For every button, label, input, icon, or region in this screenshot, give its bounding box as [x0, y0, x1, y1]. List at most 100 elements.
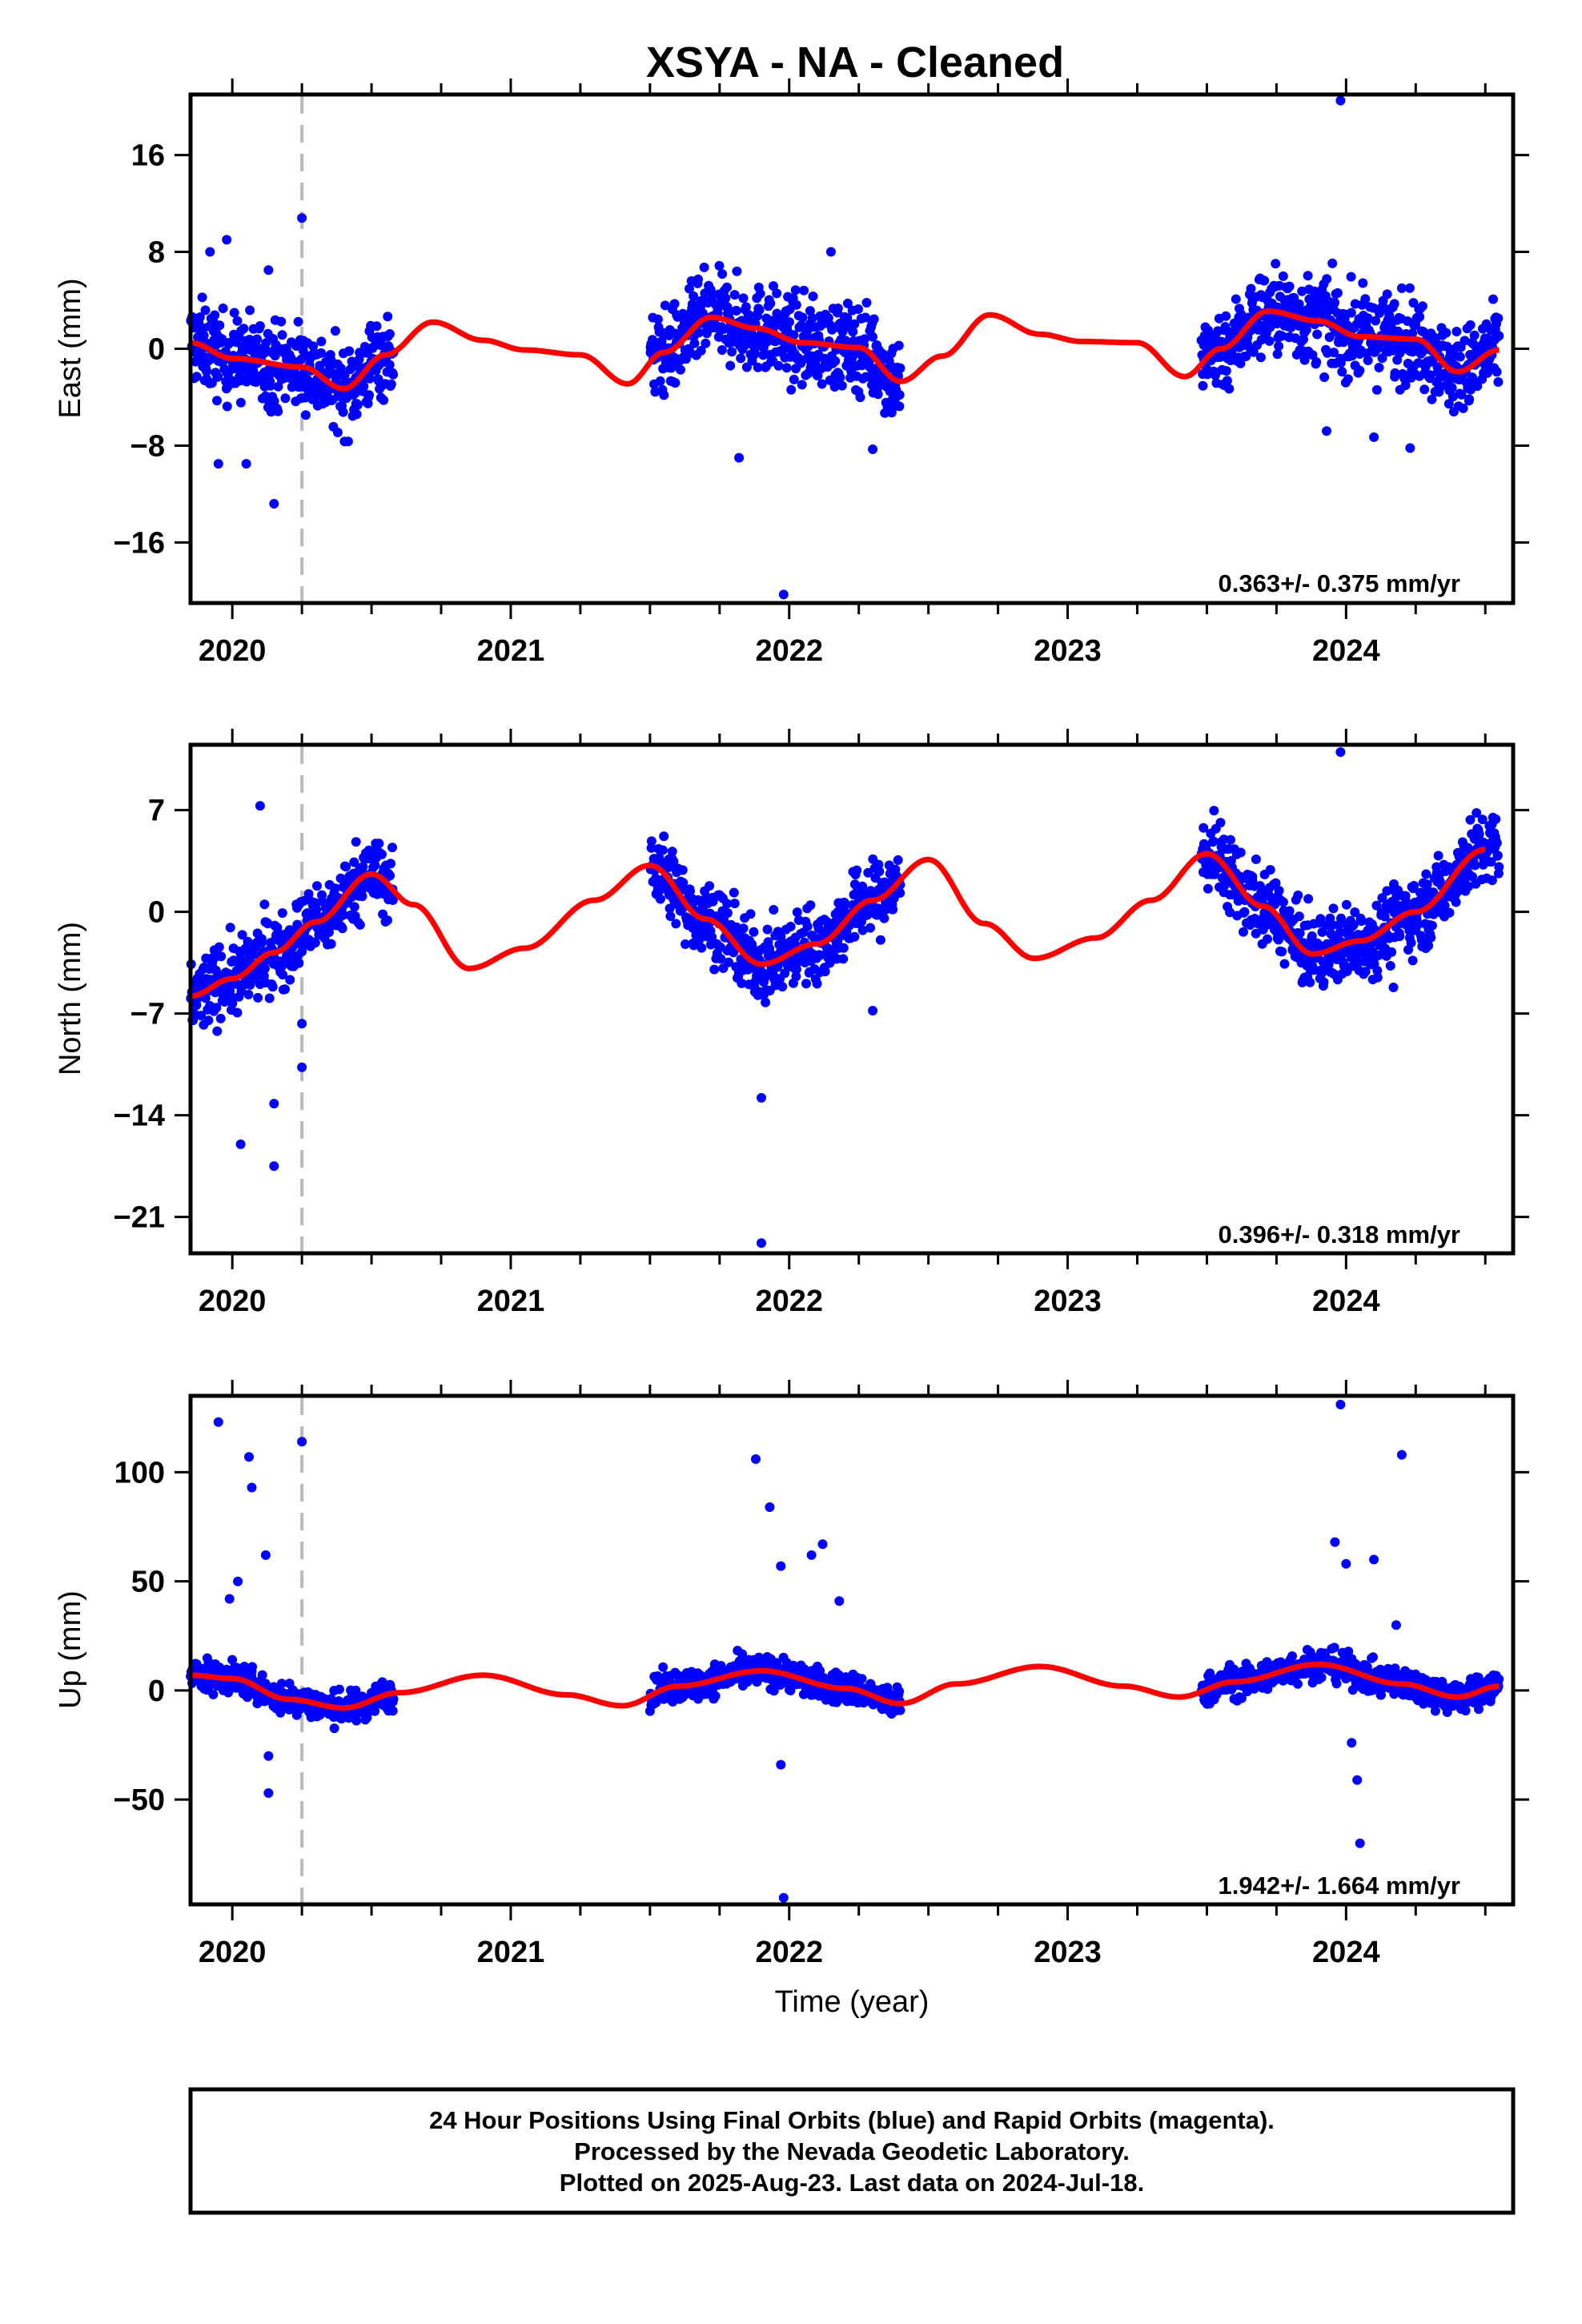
observation-point — [200, 305, 211, 316]
x-tick-label: 2023 — [1034, 1936, 1102, 1969]
observation-point — [1443, 399, 1454, 409]
observation-point — [211, 1003, 222, 1013]
observation-point — [264, 993, 275, 1003]
observation-point — [285, 975, 295, 985]
observation-point — [791, 300, 801, 310]
observation-point — [805, 900, 816, 911]
observation-point — [1331, 1679, 1342, 1689]
observation-point — [747, 943, 757, 953]
observation-point — [1385, 961, 1395, 971]
observation-point — [212, 1026, 223, 1036]
observation-point — [1482, 368, 1492, 378]
observation-point — [1299, 355, 1310, 365]
x-tick-label: 2022 — [755, 1936, 823, 1969]
up-axis-label: Up (mm) — [54, 1590, 87, 1709]
observation-point — [685, 886, 695, 896]
observation-point — [349, 902, 359, 912]
outlier-point — [868, 444, 878, 454]
y-tick-label: −16 — [114, 526, 165, 560]
y-tick-label: 100 — [114, 1456, 165, 1490]
observation-point — [1387, 947, 1397, 957]
outlier-point — [776, 1759, 786, 1770]
observation-point — [1221, 366, 1231, 376]
x-tick-label: 2020 — [199, 1285, 267, 1318]
y-tick-label: 0 — [148, 1675, 165, 1708]
outlier-point — [817, 1539, 828, 1550]
observation-point — [840, 900, 850, 910]
outlier-point — [806, 1550, 817, 1560]
y-tick-label: 50 — [131, 1566, 165, 1599]
observation-point — [343, 436, 353, 447]
observation-point — [218, 304, 228, 313]
chart-title: XSYA - NA - Cleaned — [646, 38, 1064, 86]
observation-point — [344, 346, 355, 356]
observation-point — [894, 401, 905, 412]
observation-point — [1203, 325, 1213, 336]
observation-point — [1312, 329, 1323, 340]
observation-point — [1311, 357, 1322, 367]
footer-line-2: Processed by the Nevada Geodetic Laborat… — [574, 2137, 1130, 2165]
x-tick-label: 2023 — [1034, 1285, 1102, 1318]
x-tick-label: 2024 — [1312, 634, 1380, 668]
observation-point — [1305, 977, 1315, 987]
observation-point — [842, 298, 853, 308]
observation-point — [709, 964, 720, 975]
observation-point — [1469, 330, 1480, 340]
footer-line-1: 24 Hour Positions Using Final Orbits (bl… — [429, 2106, 1275, 2134]
observation-point — [1427, 920, 1437, 931]
observation-point — [330, 326, 340, 336]
observation-point — [1470, 860, 1480, 870]
observation-point — [1455, 352, 1465, 362]
observation-point — [1418, 327, 1428, 337]
outlier-point — [235, 1139, 246, 1149]
observation-point — [316, 348, 327, 358]
observation-point — [799, 285, 809, 296]
observation-point — [717, 269, 728, 279]
observation-point — [710, 1691, 721, 1701]
observation-point — [197, 292, 207, 303]
observation-point — [1451, 897, 1461, 907]
observation-point — [232, 316, 243, 326]
observation-point — [201, 366, 211, 376]
observation-point — [253, 992, 263, 1003]
footer-line-3: Plotted on 2025-Aug-23. Last data on 202… — [560, 2169, 1144, 2197]
observation-point — [1293, 1679, 1303, 1689]
outlier-point — [260, 1550, 271, 1560]
observation-point — [1421, 869, 1431, 879]
observation-point — [259, 899, 270, 910]
observation-point — [1355, 365, 1365, 376]
observation-point — [278, 970, 288, 980]
east-marks — [186, 95, 1504, 601]
observation-point — [837, 380, 847, 391]
observation-point — [277, 908, 287, 919]
observation-point — [797, 312, 808, 323]
observation-point — [1332, 287, 1343, 298]
observation-point — [257, 937, 267, 947]
observation-point — [257, 1670, 267, 1680]
observation-point — [255, 321, 265, 331]
outlier-point — [1347, 1738, 1357, 1748]
observation-point — [1343, 374, 1353, 384]
observation-point — [1274, 341, 1284, 352]
observation-point — [879, 913, 889, 923]
observation-point — [802, 921, 813, 931]
observation-point — [868, 332, 877, 342]
observation-point — [352, 400, 363, 410]
observation-point — [761, 997, 771, 1007]
outlier-point — [222, 235, 232, 245]
observation-point — [1241, 352, 1251, 361]
observation-point — [721, 293, 731, 304]
observation-point — [729, 887, 739, 898]
observation-point — [386, 858, 396, 869]
observation-point — [801, 979, 811, 989]
observation-point — [1203, 883, 1213, 894]
observation-point — [722, 282, 732, 292]
observation-point — [1251, 854, 1261, 864]
observation-point — [1265, 865, 1275, 875]
observation-point — [338, 407, 348, 417]
observation-point — [893, 340, 904, 351]
observation-point — [849, 931, 860, 942]
observation-point — [717, 345, 727, 355]
y-tick-label: −7 — [130, 998, 165, 1031]
observation-point — [203, 1015, 214, 1026]
